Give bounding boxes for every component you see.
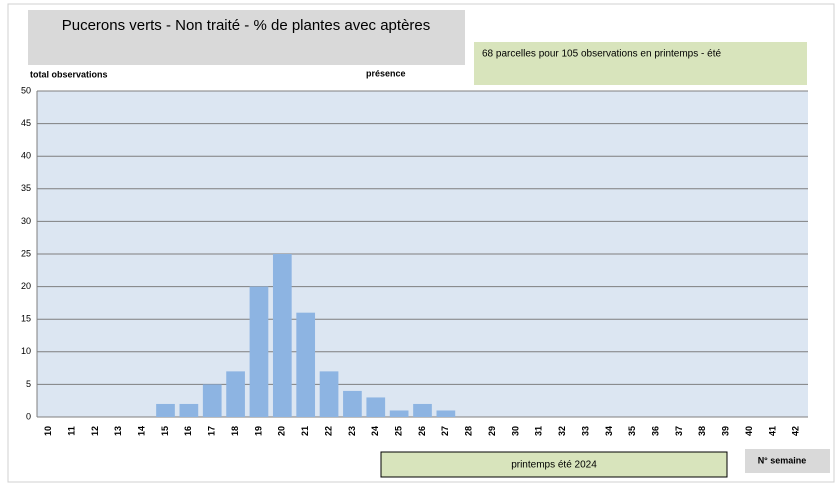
x-tick-label: 38 [697,426,707,436]
x-tick-label: 14 [137,426,147,436]
x-tick-label: 22 [323,426,333,436]
annotation-box [474,42,807,85]
x-tick-label: 25 [394,426,404,436]
x-tick-label: 32 [557,426,567,436]
x-tick-label: 11 [66,426,76,436]
bar [319,371,339,417]
bar [156,403,175,417]
y-tick-label: 35 [21,183,31,193]
x-tick-label: 37 [674,426,684,436]
x-tick-label: 41 [767,426,777,436]
x-tick-label: 16 [183,426,193,436]
x-tick-label: 26 [417,426,427,436]
x-tick-label: 28 [464,426,474,436]
x-tick-label: 30 [510,426,520,436]
y-tick-label: 0 [26,411,31,421]
period-box [380,451,728,478]
y-tick-label: 30 [21,216,31,226]
y-tick-label: 50 [21,85,31,95]
x-tick-label: 36 [651,426,661,436]
x-tick-label: 27 [440,426,450,436]
bar [366,397,386,417]
x-tick-label: 13 [113,426,123,436]
x-tick-label: 19 [253,426,263,436]
x-tick-label: 23 [347,426,357,436]
y-tick-label: 45 [21,118,31,128]
y-tick-label: 40 [21,151,31,161]
x-tick-label: 35 [627,426,637,436]
x-tick-label: 40 [744,426,754,436]
bar [343,390,362,417]
x-tick-label: 39 [721,426,731,436]
x-axis-label: N° semaine [758,455,807,465]
x-tick-label: 10 [43,426,53,436]
y-axis-label: total observations [30,69,108,79]
annotation: 68 parcelles pour 105 observations en pr… [482,49,721,60]
x-tick-label: 15 [160,426,170,436]
period-label: printemps été 2024 [511,460,597,471]
x-tick-label: 29 [487,426,497,436]
x-tick-label: 21 [300,426,310,436]
x-tick-label: 20 [277,426,287,436]
x-tick-label: 42 [791,426,801,436]
bar [202,384,222,417]
x-tick-label: 17 [207,426,217,436]
bar [179,403,199,417]
x-tick-label: 24 [370,426,380,436]
y-tick-label: 25 [21,248,31,258]
x-tick-label: 31 [534,426,544,436]
y-tick-label: 10 [21,346,31,356]
x-axis-label-box [745,449,830,473]
bar [389,410,409,417]
y-tick-label: 15 [21,314,31,324]
bar [413,403,432,417]
x-tick-label: 18 [230,426,240,436]
x-tick-label: 33 [580,426,590,436]
series-label: présence [366,68,406,78]
x-tick-label: 12 [90,426,100,436]
bar [226,371,245,417]
bar [249,286,269,417]
y-tick-label: 20 [21,281,31,291]
bar [296,312,316,417]
y-tick-label: 5 [26,379,31,389]
bar [436,410,456,417]
x-tick-label: 34 [604,426,614,436]
bar [272,254,292,417]
chart-title: Pucerons verts - Non traité - % de plant… [62,17,431,34]
title-box [28,10,465,65]
